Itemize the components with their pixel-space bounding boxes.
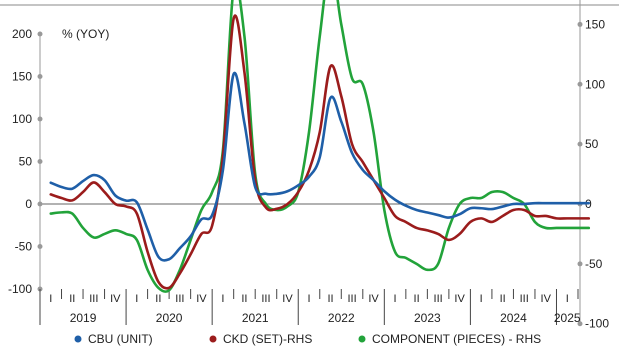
quarter-label: II: [500, 293, 506, 305]
left-tick-label: 200: [12, 27, 32, 41]
left-tick-label: 150: [12, 70, 32, 84]
year-label: 2020: [156, 311, 183, 325]
quarter-label: III: [434, 293, 443, 305]
left-tick-label: -50: [15, 240, 33, 254]
y-axis-label: % (YOY): [62, 27, 109, 41]
legend-swatch: [75, 336, 82, 343]
legend-label: CKD (SET)-RHS: [223, 332, 312, 346]
legend-swatch: [210, 336, 217, 343]
quarter-label: III: [175, 293, 184, 305]
right-tick-dot: [578, 22, 583, 27]
right-tick-dot: [578, 261, 583, 266]
year-label: 2021: [242, 311, 269, 325]
left-tick-dot: [38, 159, 43, 164]
quarter-label: II: [69, 293, 75, 305]
quarter-label: I: [307, 293, 310, 305]
left-tick-dot: [38, 202, 43, 207]
quarter-label: IV: [541, 293, 552, 305]
quarter-label: IV: [454, 293, 465, 305]
left-tick-label: 100: [12, 112, 32, 126]
quarter-label: I: [394, 293, 397, 305]
legend-label: COMPONENT (PIECES) - RHS: [372, 332, 541, 346]
series-line-component-pieces-rhs: [51, 0, 589, 292]
year-label: 2025: [554, 311, 581, 325]
left-tick-dot: [38, 74, 43, 79]
right-tick-label: 150: [585, 17, 605, 31]
quarter-label: IV: [368, 293, 379, 305]
quarter-label: IV: [282, 293, 293, 305]
quarter-label: II: [327, 293, 333, 305]
quarter-label: II: [155, 293, 161, 305]
left-tick-label: 50: [19, 155, 33, 169]
left-tick-dot: [38, 244, 43, 249]
quarter-label: I: [480, 293, 483, 305]
year-label: 2024: [500, 311, 527, 325]
left-tick-label: 0: [25, 197, 32, 211]
right-tick-dot: [578, 82, 583, 87]
quarter-label: IV: [196, 293, 207, 305]
left-tick-dot: [38, 117, 43, 122]
right-tick-label: -100: [585, 317, 609, 331]
year-label: 2019: [70, 311, 97, 325]
left-tick-label: -100: [8, 282, 32, 296]
legend-swatch: [359, 336, 366, 343]
quarter-label: I: [49, 293, 52, 305]
year-label: 2023: [414, 311, 441, 325]
quarter-label: III: [347, 293, 356, 305]
quarter-label: II: [414, 293, 420, 305]
quarter-label: I: [566, 293, 569, 305]
right-tick-label: 50: [585, 137, 599, 151]
quarter-label: I: [135, 293, 138, 305]
series-line-cbu-unit: [51, 73, 589, 260]
right-tick-label: -50: [585, 257, 603, 271]
quarter-label: I: [221, 293, 224, 305]
legend: CBU (UNIT) CKD (SET)-RHS COMPONENT (PIECES…: [75, 332, 542, 346]
right-tick-label: 100: [585, 77, 605, 91]
quarter-label: III: [89, 293, 98, 305]
quarter-label: II: [241, 293, 247, 305]
quarter-label: IV: [110, 293, 121, 305]
legend-label: CBU (UNIT): [88, 332, 153, 346]
right-tick-dot: [578, 142, 583, 147]
year-label: 2022: [328, 311, 355, 325]
quarter-label: III: [520, 293, 529, 305]
quarter-label: III: [261, 293, 270, 305]
series-lines: [51, 0, 589, 292]
left-tick-dot: [38, 32, 43, 37]
